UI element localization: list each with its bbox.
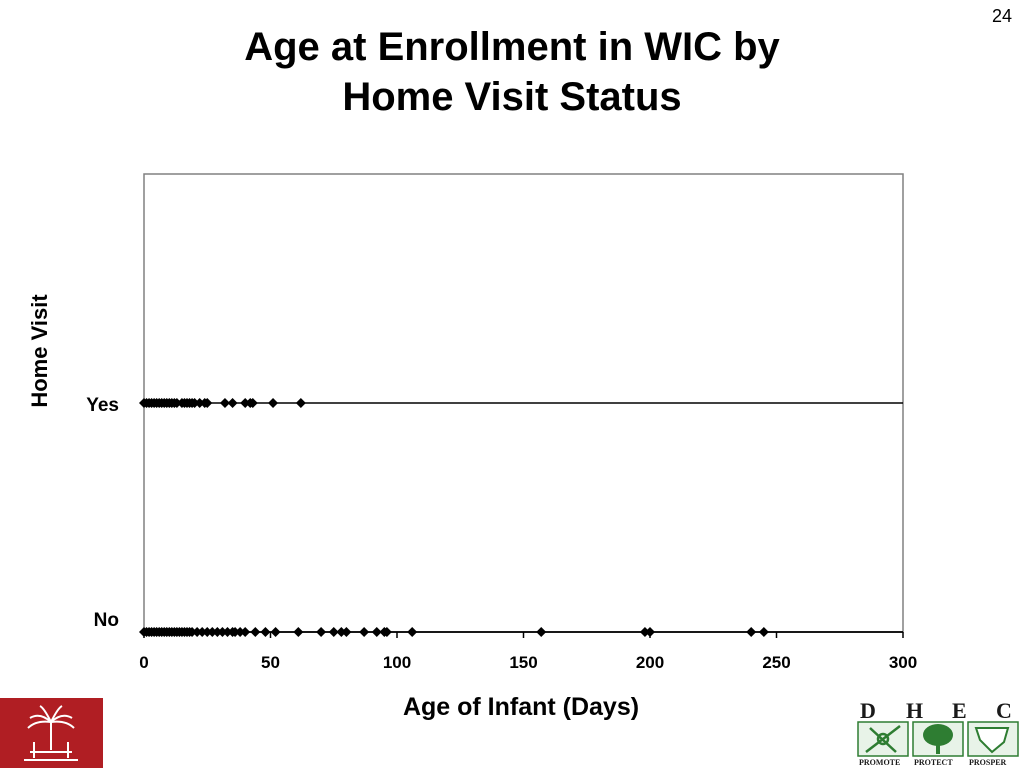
data-point-no xyxy=(235,627,246,637)
dhec-letter-c: C xyxy=(996,698,1012,723)
data-point-no xyxy=(187,627,198,637)
data-point-yes xyxy=(219,398,230,408)
data-point-no xyxy=(217,627,228,637)
data-point-no xyxy=(316,627,327,637)
data-point-no xyxy=(197,627,208,637)
data-point-yes xyxy=(268,398,279,408)
data-point-no xyxy=(207,627,218,637)
data-point-no xyxy=(293,627,304,637)
data-point-yes xyxy=(295,398,306,408)
data-point-no xyxy=(202,627,213,637)
slide-number: 24 xyxy=(991,6,1012,26)
y-axis: No Yes xyxy=(86,395,119,631)
data-point-no xyxy=(381,627,392,637)
x-axis: 0 50 100 150 200 250 300 xyxy=(139,631,917,672)
x-tick-label: 0 xyxy=(139,653,148,672)
y-axis-label: Home Visit xyxy=(27,294,52,408)
data-point-no xyxy=(328,627,339,637)
dhec-logo: D H E C PROMOTE PROTECT PROSPER xyxy=(857,698,1019,766)
data-point-no xyxy=(250,627,261,637)
data-point-no xyxy=(536,627,547,637)
data-point-no xyxy=(645,627,655,637)
x-tick-label: 150 xyxy=(509,653,537,672)
data-point-yes xyxy=(189,398,200,408)
data-point-no xyxy=(212,627,223,637)
x-tick-label: 100 xyxy=(383,653,411,672)
data-point-no xyxy=(371,627,382,637)
data-point-no xyxy=(270,627,281,637)
data-point-no xyxy=(240,627,251,637)
title-line-1: Age at Enrollment in WIC by xyxy=(244,25,780,69)
data-point-yes xyxy=(202,398,213,408)
x-tick-label: 50 xyxy=(261,653,280,672)
data-point-yes xyxy=(171,398,182,408)
data-point-no xyxy=(639,627,650,637)
y-category-label-no: No xyxy=(94,610,119,631)
data-point-no xyxy=(192,627,203,637)
data-point-no xyxy=(359,627,370,637)
data-point-yes xyxy=(247,398,258,408)
tree-icon xyxy=(923,724,953,754)
caduceus-icon xyxy=(865,725,901,753)
data-point-no xyxy=(222,627,233,637)
y-category-label-yes: Yes xyxy=(86,395,119,416)
dhec-letter-e: E xyxy=(952,698,967,723)
data-point-no xyxy=(230,627,241,637)
data-point-no xyxy=(407,627,418,637)
data-point-no xyxy=(758,627,769,637)
x-tick-label: 200 xyxy=(636,653,664,672)
data-point-yes xyxy=(194,398,205,408)
dhec-motto-prosper: PROSPER xyxy=(969,758,1007,766)
dhec-letter-d: D xyxy=(860,698,876,723)
x-axis-label: Age of Infant (Days) xyxy=(403,693,639,721)
slide-title: Age at Enrollment in WIC by Home Visit S… xyxy=(0,22,1024,122)
data-point-yes xyxy=(240,398,251,408)
dhec-motto-promote: PROMOTE xyxy=(859,758,900,766)
x-tick-label: 300 xyxy=(889,653,917,672)
data-point-no xyxy=(746,627,757,637)
title-line-2: Home Visit Status xyxy=(342,75,682,119)
palmetto-tree-seal-icon xyxy=(0,698,103,768)
data-point-no xyxy=(336,627,347,637)
dhec-letter-h: H xyxy=(906,698,923,723)
data-point-no xyxy=(260,627,271,637)
dhec-motto-protect: PROTECT xyxy=(914,758,953,766)
x-tick-label: 250 xyxy=(762,653,790,672)
data-point-yes xyxy=(227,398,238,408)
data-point-no xyxy=(341,627,352,637)
state-map-icon xyxy=(974,727,1010,754)
